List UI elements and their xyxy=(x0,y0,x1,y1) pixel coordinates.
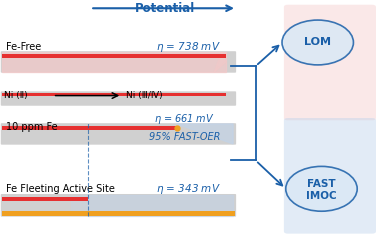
Bar xyxy=(2,54,226,58)
FancyBboxPatch shape xyxy=(1,123,236,145)
Text: 10 ppm Fe: 10 ppm Fe xyxy=(6,122,57,132)
Circle shape xyxy=(282,20,353,65)
Text: IMOC: IMOC xyxy=(306,191,337,201)
Bar xyxy=(2,197,88,202)
Polygon shape xyxy=(88,195,233,216)
Text: FAST: FAST xyxy=(307,179,336,189)
Text: 95% FAST-OER: 95% FAST-OER xyxy=(149,132,220,142)
Text: Ni (Ⅱ): Ni (Ⅱ) xyxy=(4,91,27,100)
Bar xyxy=(2,93,226,96)
Polygon shape xyxy=(177,124,233,144)
FancyBboxPatch shape xyxy=(1,91,236,106)
FancyBboxPatch shape xyxy=(284,118,376,234)
Circle shape xyxy=(286,166,357,211)
Text: $\eta$ = 661 mV: $\eta$ = 661 mV xyxy=(154,112,215,126)
Text: Fe Fleeting Active Site: Fe Fleeting Active Site xyxy=(6,184,115,194)
Polygon shape xyxy=(71,195,88,216)
Bar xyxy=(2,211,235,215)
Text: $\eta$ = 738 mV: $\eta$ = 738 mV xyxy=(156,40,220,54)
Polygon shape xyxy=(2,52,226,72)
FancyBboxPatch shape xyxy=(284,5,376,120)
Text: LOM: LOM xyxy=(304,38,331,47)
Polygon shape xyxy=(214,52,226,72)
FancyBboxPatch shape xyxy=(1,51,236,73)
Text: $\eta$ = 343 mV: $\eta$ = 343 mV xyxy=(156,182,220,196)
Text: Ni (Ⅲ/Ⅳ): Ni (Ⅲ/Ⅳ) xyxy=(126,91,162,100)
FancyBboxPatch shape xyxy=(1,194,236,217)
Bar xyxy=(2,126,177,130)
Text: Fe-Free: Fe-Free xyxy=(6,42,41,52)
Text: Potential: Potential xyxy=(135,2,196,15)
